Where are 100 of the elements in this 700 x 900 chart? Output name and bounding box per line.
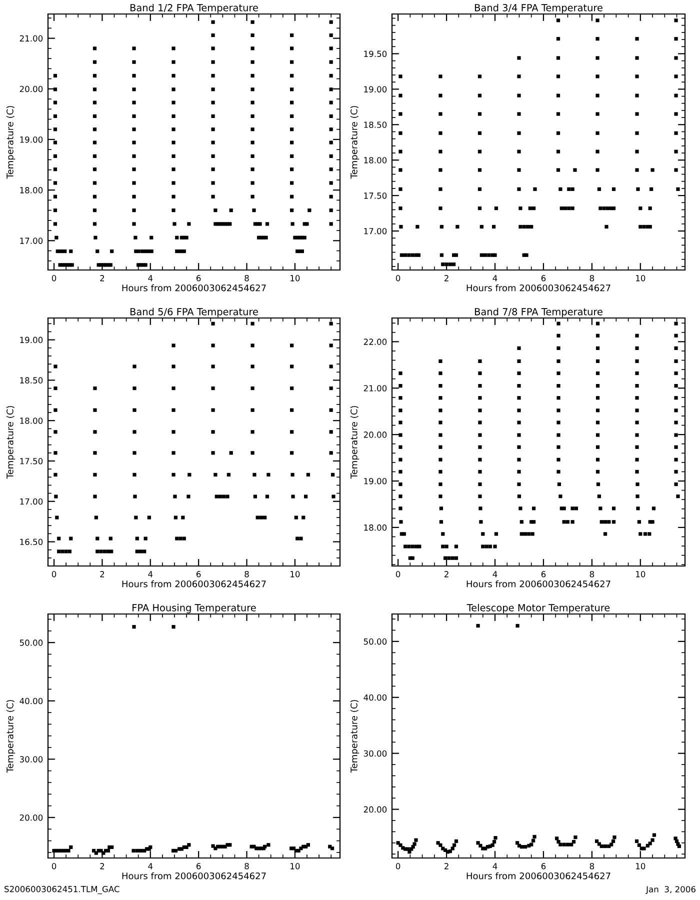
x-tick-label: 10 (290, 275, 300, 282)
point (252, 472, 256, 477)
point (597, 842, 602, 846)
point (574, 506, 578, 510)
point (452, 262, 456, 266)
point (99, 550, 103, 554)
point (444, 544, 448, 548)
point (478, 458, 482, 462)
point (329, 181, 333, 185)
point (603, 532, 608, 536)
point (329, 364, 333, 368)
point (172, 128, 176, 132)
y-axis-title: Temperature (C) (350, 106, 360, 179)
point (635, 408, 639, 412)
x-tick-label: 10 (636, 863, 646, 870)
x-tick-label: 2 (100, 863, 104, 870)
point (478, 420, 482, 424)
point (598, 506, 602, 510)
point (478, 187, 482, 191)
point (306, 843, 310, 847)
point (478, 470, 482, 474)
x-tick-label: 0 (396, 275, 400, 282)
point (517, 396, 521, 400)
point (54, 236, 58, 240)
point (528, 206, 532, 210)
point (250, 140, 254, 144)
point (329, 386, 333, 390)
point (132, 60, 136, 64)
point (596, 322, 600, 326)
point (674, 384, 678, 388)
point (441, 544, 445, 548)
point (488, 544, 492, 548)
point (414, 838, 418, 842)
point (135, 536, 139, 540)
point (211, 181, 215, 185)
point (132, 386, 136, 390)
point (674, 131, 678, 135)
point (410, 253, 414, 257)
point (250, 88, 254, 92)
point (650, 520, 654, 524)
point (478, 74, 482, 78)
point (53, 222, 58, 226)
point (218, 494, 222, 498)
point (596, 384, 600, 388)
point (414, 544, 418, 548)
point (398, 470, 402, 474)
point (211, 114, 215, 118)
point (132, 208, 136, 212)
point (439, 506, 444, 510)
point (490, 843, 494, 847)
point (438, 187, 442, 191)
point (560, 206, 564, 210)
chart-title: Band 1/2 FPA Temperature (130, 4, 258, 14)
point (517, 150, 521, 154)
point (611, 839, 616, 844)
y-tick-label: 18.00 (20, 418, 43, 424)
point (567, 206, 571, 210)
y-axis-title: Temperature (C) (6, 406, 16, 479)
point (570, 842, 574, 846)
point (92, 208, 97, 212)
point (674, 433, 678, 437)
point (188, 472, 192, 477)
point (134, 236, 138, 240)
point (172, 114, 176, 118)
point (478, 384, 482, 388)
point (530, 224, 534, 229)
point (596, 470, 600, 474)
point (92, 154, 97, 158)
point (53, 194, 58, 198)
point (60, 550, 64, 554)
point (136, 249, 140, 254)
point (329, 430, 333, 434)
point (612, 206, 616, 210)
point (438, 494, 442, 498)
point (68, 550, 72, 554)
point (214, 208, 218, 212)
point (291, 494, 295, 498)
point (329, 88, 333, 92)
point (674, 470, 678, 474)
point (398, 187, 402, 191)
point (444, 262, 448, 266)
point (484, 544, 488, 548)
point (250, 60, 254, 64)
point (438, 396, 442, 400)
point (650, 187, 654, 191)
point (484, 253, 488, 257)
y-axis-title: Temperature (C) (6, 700, 16, 773)
x-tick-label: 2 (100, 275, 104, 282)
point (596, 56, 600, 60)
point (556, 74, 560, 78)
chart-title: Band 5/6 FPA Temperature (130, 308, 258, 318)
point (329, 408, 333, 412)
point (174, 516, 178, 520)
point (493, 253, 497, 257)
point (478, 359, 482, 363)
point (596, 396, 600, 400)
point (92, 222, 97, 226)
point (132, 46, 136, 50)
x-tick-label: 0 (52, 863, 56, 870)
point (558, 187, 562, 191)
